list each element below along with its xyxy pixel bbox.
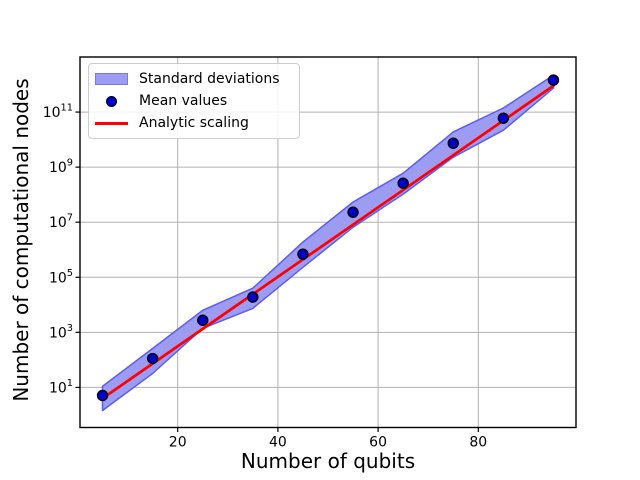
y-tick-label: 105 bbox=[49, 268, 73, 287]
dot-swatch-wrap bbox=[94, 95, 128, 107]
legend-item-analytic-scaling: Analytic scaling bbox=[94, 112, 291, 134]
x-tick-label: 60 bbox=[369, 435, 387, 451]
mean-value-point bbox=[297, 248, 309, 260]
mean-value-point bbox=[497, 112, 510, 124]
mean-value-point bbox=[96, 389, 109, 402]
mean-value-point bbox=[347, 206, 359, 218]
x-tick-label: 40 bbox=[269, 435, 287, 451]
dot-swatch-icon bbox=[105, 95, 117, 107]
analytic-scaling-line bbox=[101, 84, 555, 400]
line-swatch-wrap bbox=[94, 121, 128, 125]
mean-value-point bbox=[397, 177, 409, 189]
mean-value-point bbox=[447, 137, 459, 149]
line-swatch-icon bbox=[94, 121, 128, 125]
mean-value-point bbox=[547, 74, 560, 86]
y-tick-label: 107 bbox=[49, 213, 73, 232]
legend-label-analytic-scaling: Analytic scaling bbox=[139, 115, 249, 131]
y-axis-label: Number of computational nodes bbox=[9, 78, 33, 402]
band-swatch-wrap bbox=[94, 73, 128, 85]
x-tick-label: 80 bbox=[469, 435, 487, 451]
legend: Standard deviations Mean values Analytic… bbox=[88, 63, 300, 139]
mean-value-point bbox=[197, 314, 209, 326]
band-swatch-icon bbox=[94, 73, 128, 85]
mean-value-point bbox=[146, 352, 159, 365]
x-axis-label: Number of qubits bbox=[240, 449, 416, 473]
y-tick-label: 103 bbox=[49, 323, 73, 342]
y-tick-label: 101 bbox=[49, 378, 73, 397]
mean-value-point bbox=[247, 291, 259, 303]
x-tick-label: 20 bbox=[169, 435, 187, 451]
y-tick-label: 109 bbox=[49, 158, 73, 177]
plot-frame bbox=[79, 56, 577, 429]
legend-item-mean-values: Mean values bbox=[94, 90, 291, 112]
legend-item-standard-deviations: Standard deviations bbox=[94, 68, 291, 90]
legend-label-standard-deviations: Standard deviations bbox=[139, 71, 280, 87]
legend-label-mean-values: Mean values bbox=[139, 93, 228, 109]
y-tick-label: 1011 bbox=[43, 103, 73, 122]
